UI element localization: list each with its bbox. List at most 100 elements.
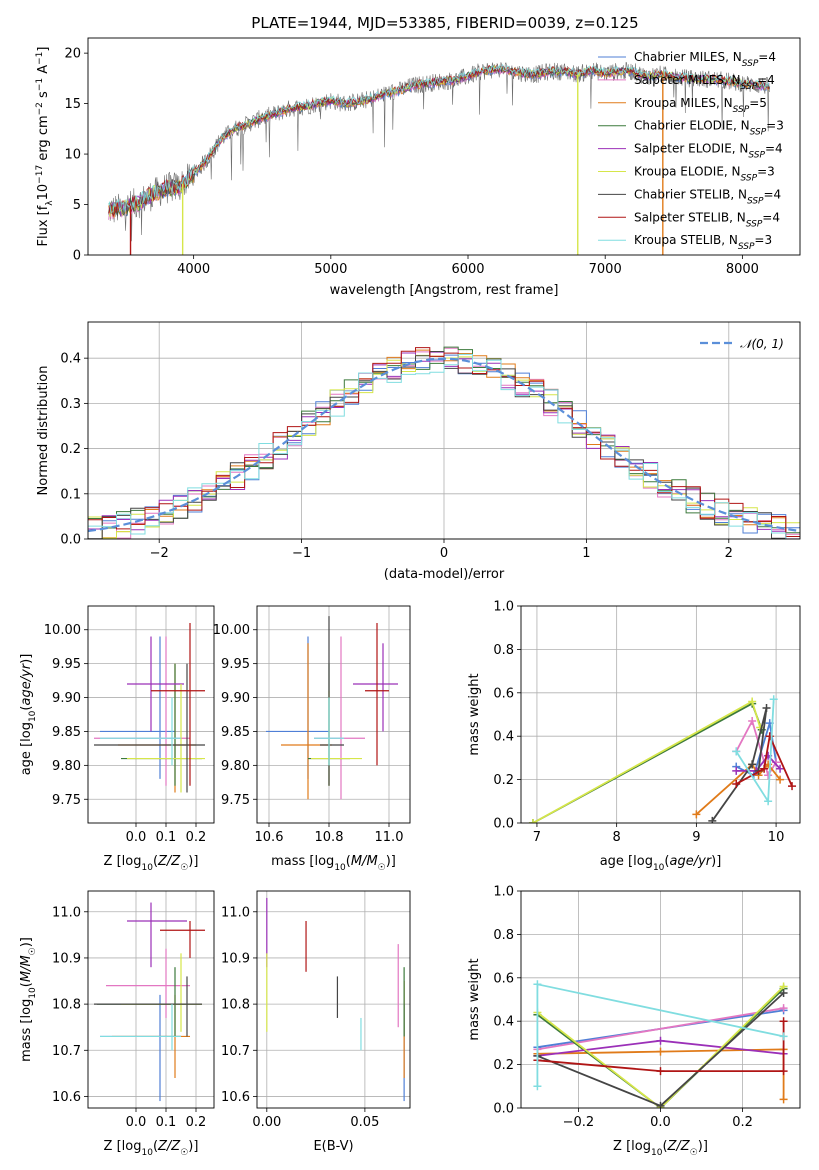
x-tick-label: 0.2 <box>186 1115 207 1130</box>
y-tick-label: 10.8 <box>221 998 250 1013</box>
label-part: 10 <box>653 863 665 873</box>
series-line-kroupa-elodie <box>532 700 761 823</box>
plot-area <box>108 62 771 255</box>
label-part: ( <box>153 1139 158 1154</box>
label-part: Kroupa MILES, N <box>634 96 733 110</box>
label-part: SSP <box>746 219 763 229</box>
legend-entry: Chabrier ELODIE, NSSP=3 <box>634 119 784 138</box>
y-axis-label: age [log10(age/yr)] <box>19 654 38 776</box>
label-part: Chabrier ELODIE, N <box>634 119 750 133</box>
label-part: SSP <box>733 105 750 115</box>
mass-vs-ebv-panel: 0.00 0.05 10.6 10.7 10.8 10.9 11.0 E(B-V) <box>221 890 411 1154</box>
y-axis-label: mass weight <box>467 958 482 1040</box>
x-tick-label: 0.2 <box>186 830 207 845</box>
y-tick-label: 0.2 <box>493 773 514 788</box>
y-tick-label: 1.0 <box>493 885 514 900</box>
x-axis-label: Z [log10(Z/Z☉)] <box>104 854 199 873</box>
label-part: ☉ <box>378 863 386 873</box>
label-part: Z [log <box>104 854 142 869</box>
legend-entry: Chabrier STELIB, NSSP=4 <box>634 187 781 206</box>
label-part: SSP <box>747 196 764 206</box>
x-tick-label: −2 <box>150 546 169 561</box>
y-tick-label: 10.00 <box>213 623 250 638</box>
plus-marker <box>764 771 773 780</box>
figure-title: PLATE=1944, MJD=53385, FIBERID=0039, z=0… <box>251 14 638 32</box>
plus-marker <box>656 1036 665 1045</box>
x-axis-label: Z [log10(Z/Z☉)] <box>104 1139 199 1158</box>
label-part: )] <box>711 854 721 869</box>
plus-marker <box>533 980 542 989</box>
y-tick-label: 10.00 <box>44 623 81 638</box>
series-line-chabrier-elodie <box>532 702 763 823</box>
plus-marker <box>779 988 788 997</box>
plus-marker <box>692 810 701 819</box>
plus-marker <box>656 1101 665 1108</box>
legend-entry: Kroupa MILES, NSSP=5 <box>634 96 767 115</box>
x-tick-label: 10.8 <box>315 830 344 845</box>
label-part: 10 <box>28 987 38 999</box>
x-axis-label: E(B-V) <box>313 1139 353 1154</box>
label-part: SSP <box>748 151 765 161</box>
label-part: )] <box>188 854 198 869</box>
y-tick-label: 0.0 <box>493 817 514 832</box>
histogram-step-kroupa-stelib <box>88 353 800 539</box>
axes-frame <box>87 605 215 824</box>
label-part: )] <box>698 1139 708 1154</box>
label-part: M/M <box>19 955 34 982</box>
y-tick-label: 9.95 <box>52 657 81 672</box>
y-tick-label: 5 <box>73 198 81 213</box>
x-tick-label: 2 <box>725 546 733 561</box>
y-tick-label: 9.90 <box>52 691 81 706</box>
plus-marker <box>748 717 757 726</box>
y-tick-label: 9.80 <box>52 759 81 774</box>
plus-marker <box>656 1067 665 1076</box>
label-part: Z/Z <box>157 854 181 869</box>
grid <box>521 605 800 824</box>
legend-entry: Salpeter ELODIE, NSSP=4 <box>634 142 783 161</box>
label-part: −17 <box>35 165 45 184</box>
plus-marker <box>779 1004 788 1013</box>
x-tick-label: 0.0 <box>126 1115 147 1130</box>
plus-marker <box>748 760 757 769</box>
label-part: 10 <box>334 863 346 873</box>
x-tick-label: 9 <box>692 830 700 845</box>
label-part: s <box>36 91 51 102</box>
y-tick-label: 11.0 <box>52 905 81 920</box>
plot-area <box>528 695 797 823</box>
label-part: 10 <box>651 1148 663 1158</box>
y-tick-label: 20 <box>64 47 81 62</box>
label-part: age/yr <box>669 854 712 869</box>
x-tick-label: 0.1 <box>156 1115 177 1130</box>
y-tick-label: 10.8 <box>52 998 81 1013</box>
age-vs-mass-panel: 10.6 10.8 11.0 9.75 9.80 9.85 9.90 9.95 10.00 mas… <box>213 605 411 873</box>
label-part: SSP <box>750 128 767 138</box>
y-tick-label: 0.2 <box>60 442 81 457</box>
y-tick-label: 9.85 <box>221 725 250 740</box>
y-tick-label: 15 <box>64 97 81 112</box>
y-tick-label: 0.6 <box>493 971 514 986</box>
axes-frame <box>87 321 801 540</box>
y-axis-label: Flux [fλ10−17 erg cm−2 s−1 A−1] <box>35 47 55 247</box>
plot-area <box>94 902 205 1102</box>
legend-entry: 𝒩(0, 1) <box>740 337 784 351</box>
y-tick-label: 0.4 <box>493 730 514 745</box>
series-line-chabrier-stelib <box>711 707 768 822</box>
x-tick-label: −1 <box>292 546 311 561</box>
model-spectrum-kroupa-stelib <box>108 63 770 213</box>
axes-frame <box>520 605 801 824</box>
mass-vs-z-panel: 0.0 0.1 0.210.610.710.810.911.0Z [log10(Z/… <box>19 890 215 1158</box>
y-axis-label: Normed distribution <box>36 366 51 496</box>
plus-marker <box>732 766 741 775</box>
y-tick-label: 0.4 <box>493 1015 514 1030</box>
label-part: SSP <box>741 82 758 92</box>
y-tick-label: 10.9 <box>52 951 81 966</box>
y-tick-label: 0.3 <box>60 397 81 412</box>
label-part: Kroupa STELIB, N <box>634 233 738 247</box>
y-tick-label: 10 <box>64 148 81 163</box>
axes-frame <box>520 890 801 1109</box>
label-part: )] <box>386 854 396 869</box>
label-part: =5 <box>749 96 767 110</box>
